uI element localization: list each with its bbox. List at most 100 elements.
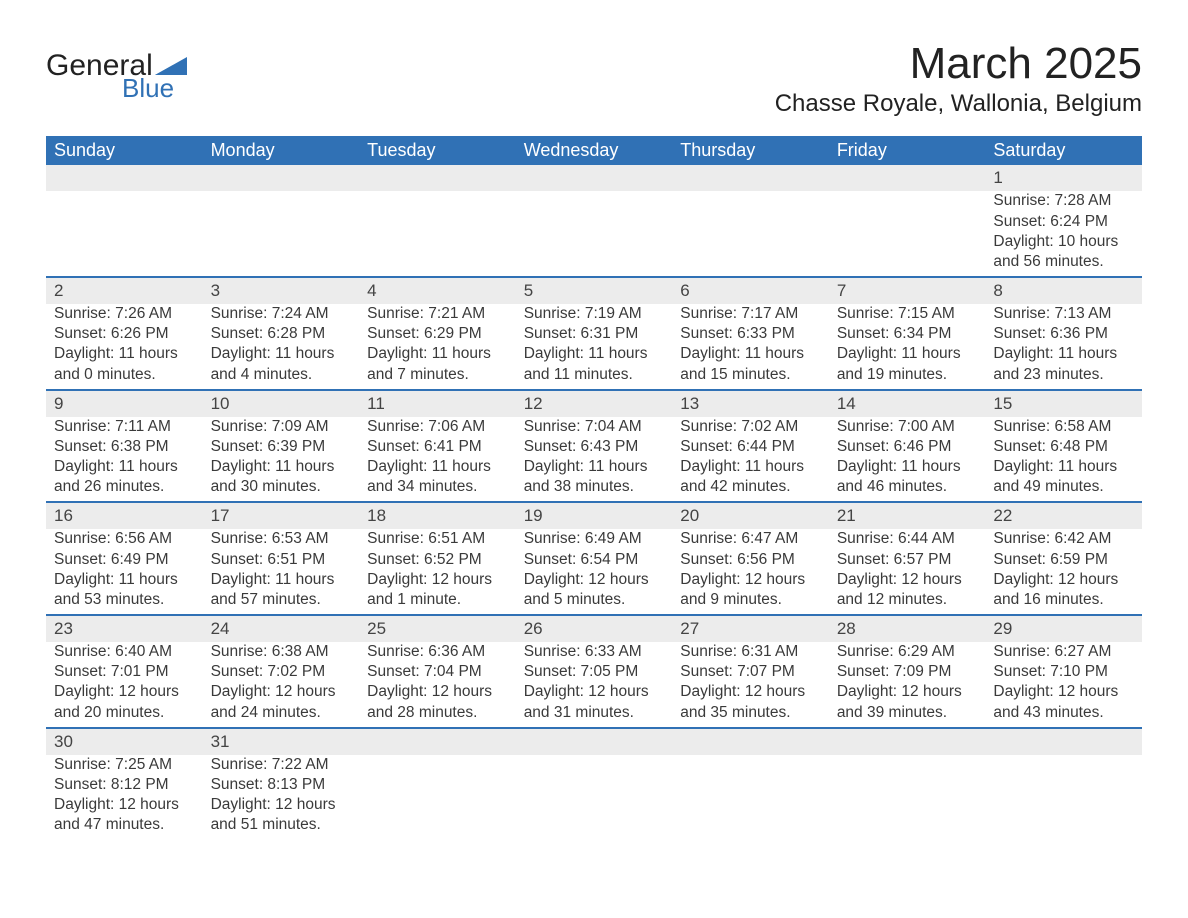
day-dl1: Daylight: 11 hours [837, 344, 978, 364]
day-dl2: and 12 minutes. [837, 590, 978, 610]
day-detail-cell [46, 191, 203, 277]
day-dl2: and 11 minutes. [524, 365, 665, 385]
day-detail-cell [516, 755, 673, 840]
day-sunrise: Sunrise: 7:06 AM [367, 417, 508, 437]
day-sunset: Sunset: 6:52 PM [367, 550, 508, 570]
day-number-cell: 1 [985, 165, 1142, 191]
day-sunset: Sunset: 6:56 PM [680, 550, 821, 570]
day-detail-cell [672, 191, 829, 277]
day-number-cell [359, 165, 516, 191]
day-dl2: and 42 minutes. [680, 477, 821, 497]
day-number-cell: 2 [46, 277, 203, 304]
page-header: General Blue March 2025 Chasse Royale, W… [46, 40, 1142, 118]
day-number-cell: 26 [516, 615, 673, 642]
weekday-header: Tuesday [359, 136, 516, 165]
weekday-header: Sunday [46, 136, 203, 165]
day-detail-cell: Sunrise: 7:19 AMSunset: 6:31 PMDaylight:… [516, 304, 673, 390]
day-sunrise: Sunrise: 6:27 AM [993, 642, 1134, 662]
day-sunrise: Sunrise: 7:24 AM [211, 304, 352, 324]
day-dl2: and 30 minutes. [211, 477, 352, 497]
day-detail-cell [359, 755, 516, 840]
day-detail-cell: Sunrise: 6:33 AMSunset: 7:05 PMDaylight:… [516, 642, 673, 728]
day-sunset: Sunset: 6:39 PM [211, 437, 352, 457]
day-detail-cell: Sunrise: 7:28 AMSunset: 6:24 PMDaylight:… [985, 191, 1142, 277]
day-number-cell: 7 [829, 277, 986, 304]
day-sunrise: Sunrise: 7:13 AM [993, 304, 1134, 324]
day-detail-cell [829, 191, 986, 277]
day-detail-cell: Sunrise: 7:04 AMSunset: 6:43 PMDaylight:… [516, 417, 673, 503]
day-detail-cell: Sunrise: 7:21 AMSunset: 6:29 PMDaylight:… [359, 304, 516, 390]
day-sunset: Sunset: 7:09 PM [837, 662, 978, 682]
day-sunrise: Sunrise: 6:58 AM [993, 417, 1134, 437]
day-dl1: Daylight: 11 hours [54, 457, 195, 477]
brand-logo: General Blue [46, 40, 187, 101]
day-sunrise: Sunrise: 7:28 AM [993, 191, 1134, 211]
day-sunrise: Sunrise: 6:38 AM [211, 642, 352, 662]
day-dl1: Daylight: 11 hours [524, 344, 665, 364]
day-number-cell [359, 728, 516, 755]
day-sunset: Sunset: 6:41 PM [367, 437, 508, 457]
day-dl2: and 34 minutes. [367, 477, 508, 497]
day-sunrise: Sunrise: 7:15 AM [837, 304, 978, 324]
day-detail-row: Sunrise: 7:11 AMSunset: 6:38 PMDaylight:… [46, 417, 1142, 503]
day-number-cell: 27 [672, 615, 829, 642]
day-sunset: Sunset: 7:05 PM [524, 662, 665, 682]
day-sunrise: Sunrise: 6:40 AM [54, 642, 195, 662]
day-dl2: and 20 minutes. [54, 703, 195, 723]
day-sunrise: Sunrise: 6:47 AM [680, 529, 821, 549]
day-sunrise: Sunrise: 7:19 AM [524, 304, 665, 324]
day-sunset: Sunset: 6:36 PM [993, 324, 1134, 344]
day-sunset: Sunset: 7:04 PM [367, 662, 508, 682]
day-sunset: Sunset: 6:48 PM [993, 437, 1134, 457]
day-detail-cell: Sunrise: 6:27 AMSunset: 7:10 PMDaylight:… [985, 642, 1142, 728]
day-sunset: Sunset: 7:02 PM [211, 662, 352, 682]
day-detail-cell: Sunrise: 6:38 AMSunset: 7:02 PMDaylight:… [203, 642, 360, 728]
day-sunrise: Sunrise: 6:42 AM [993, 529, 1134, 549]
day-number-cell: 25 [359, 615, 516, 642]
day-dl1: Daylight: 12 hours [54, 795, 195, 815]
day-sunrise: Sunrise: 6:44 AM [837, 529, 978, 549]
day-detail-row: Sunrise: 7:28 AMSunset: 6:24 PMDaylight:… [46, 191, 1142, 277]
day-number-cell: 21 [829, 502, 986, 529]
day-sunset: Sunset: 8:13 PM [211, 775, 352, 795]
day-dl1: Daylight: 12 hours [993, 570, 1134, 590]
day-sunset: Sunset: 6:44 PM [680, 437, 821, 457]
day-sunset: Sunset: 6:43 PM [524, 437, 665, 457]
weekday-header: Thursday [672, 136, 829, 165]
day-number-cell: 13 [672, 390, 829, 417]
day-detail-cell [359, 191, 516, 277]
day-number-cell [516, 165, 673, 191]
day-dl2: and 57 minutes. [211, 590, 352, 610]
day-number-cell [985, 728, 1142, 755]
day-dl2: and 51 minutes. [211, 815, 352, 835]
day-dl1: Daylight: 11 hours [54, 570, 195, 590]
day-number-cell: 4 [359, 277, 516, 304]
day-number-cell: 11 [359, 390, 516, 417]
day-number-cell: 24 [203, 615, 360, 642]
title-block: March 2025 Chasse Royale, Wallonia, Belg… [775, 40, 1142, 118]
day-detail-row: Sunrise: 6:56 AMSunset: 6:49 PMDaylight:… [46, 529, 1142, 615]
day-number-row: 2345678 [46, 277, 1142, 304]
weekday-header: Monday [203, 136, 360, 165]
day-sunrise: Sunrise: 7:00 AM [837, 417, 978, 437]
day-sunset: Sunset: 6:54 PM [524, 550, 665, 570]
day-detail-cell: Sunrise: 6:56 AMSunset: 6:49 PMDaylight:… [46, 529, 203, 615]
day-dl2: and 38 minutes. [524, 477, 665, 497]
weekday-header: Saturday [985, 136, 1142, 165]
day-number-cell: 20 [672, 502, 829, 529]
day-dl2: and 31 minutes. [524, 703, 665, 723]
weekday-header: Wednesday [516, 136, 673, 165]
day-sunset: Sunset: 7:07 PM [680, 662, 821, 682]
day-dl1: Daylight: 12 hours [680, 682, 821, 702]
day-number-row: 16171819202122 [46, 502, 1142, 529]
day-number-cell [829, 165, 986, 191]
day-sunrise: Sunrise: 6:53 AM [211, 529, 352, 549]
calendar-table: Sunday Monday Tuesday Wednesday Thursday… [46, 136, 1142, 839]
day-number-cell: 6 [672, 277, 829, 304]
day-number-cell: 29 [985, 615, 1142, 642]
day-sunrise: Sunrise: 6:33 AM [524, 642, 665, 662]
day-sunrise: Sunrise: 7:25 AM [54, 755, 195, 775]
day-dl1: Daylight: 12 hours [837, 682, 978, 702]
day-number-cell: 15 [985, 390, 1142, 417]
day-dl2: and 26 minutes. [54, 477, 195, 497]
